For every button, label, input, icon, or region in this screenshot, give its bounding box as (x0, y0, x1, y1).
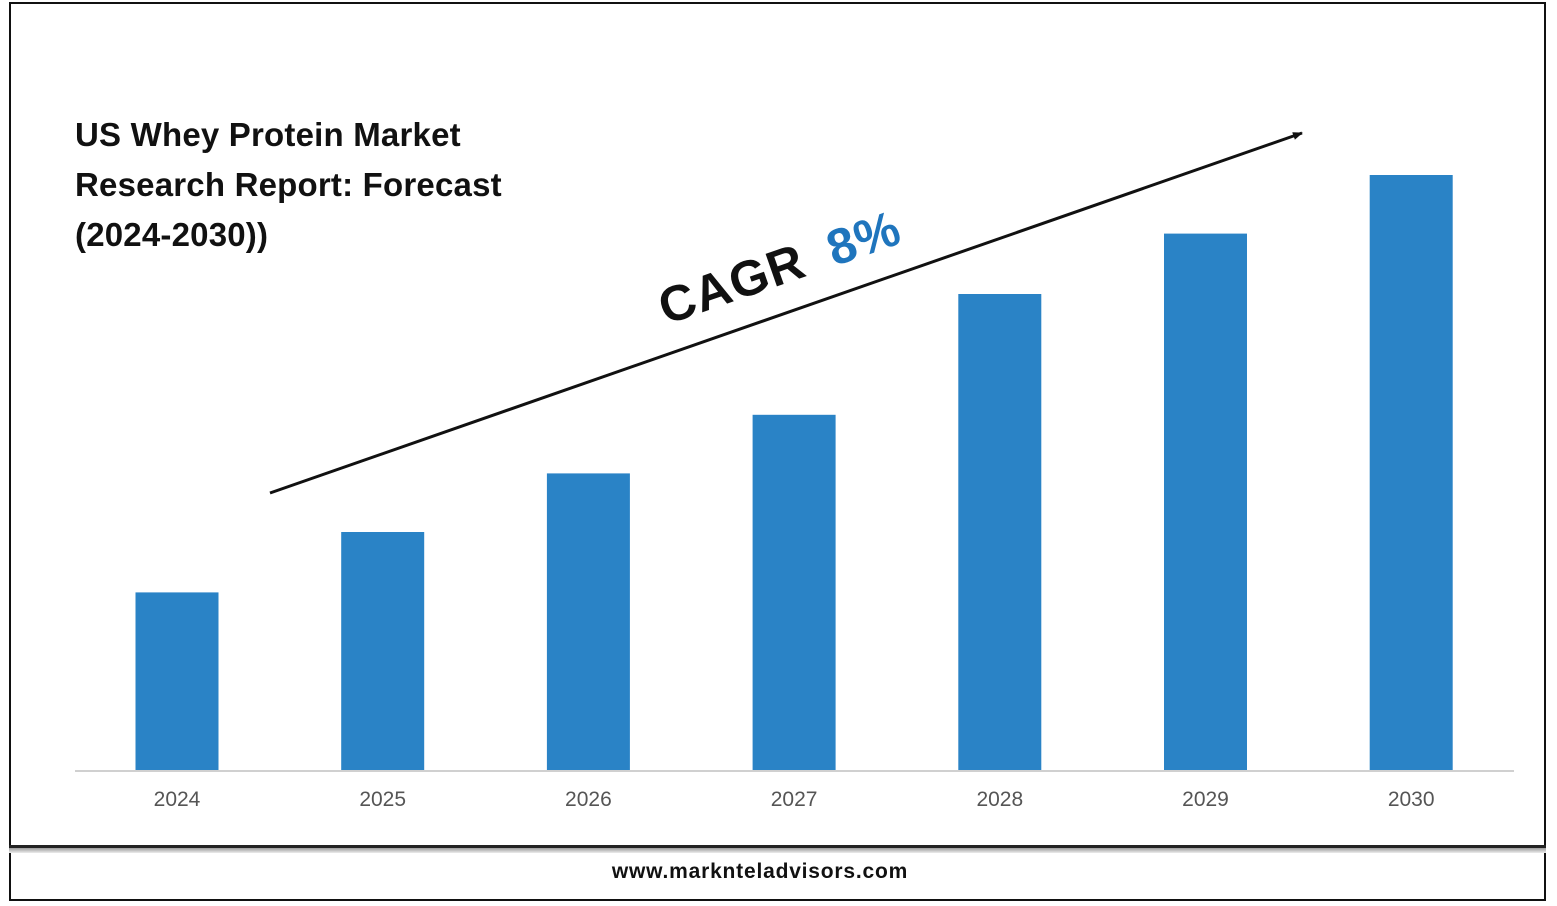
x-tick-label-2024: 2024 (154, 788, 201, 811)
footer-website: www.marknteladvisors.com (611, 860, 909, 883)
bar-2027 (752, 414, 836, 770)
bar-2026 (546, 473, 630, 770)
bar-2025 (341, 532, 425, 770)
bar-2024 (135, 592, 219, 770)
bar-2028 (958, 294, 1042, 770)
x-tick-label-2025: 2025 (359, 788, 406, 811)
x-tick-label-2026: 2026 (565, 788, 612, 811)
bar-2030 (1369, 175, 1453, 770)
chart-title: US Whey Protein Market Research Report: … (75, 116, 502, 253)
x-tick-label-2030: 2030 (1388, 788, 1435, 811)
footer-divider (9, 845, 1546, 853)
bar-2029 (1164, 233, 1247, 771)
cagr-label: CAGR (651, 233, 812, 336)
cagr-trend-arrow (269, 131, 1303, 495)
x-tick-label-2027: 2027 (771, 788, 818, 811)
x-tick-labels: 2024 2025 2026 2027 2028 2029 2030 (154, 788, 1435, 811)
x-tick-label-2028: 2028 (976, 788, 1023, 811)
x-tick-label-2029: 2029 (1182, 788, 1229, 811)
bars-layer (135, 175, 1453, 771)
cagr-value: 8% (819, 200, 908, 277)
